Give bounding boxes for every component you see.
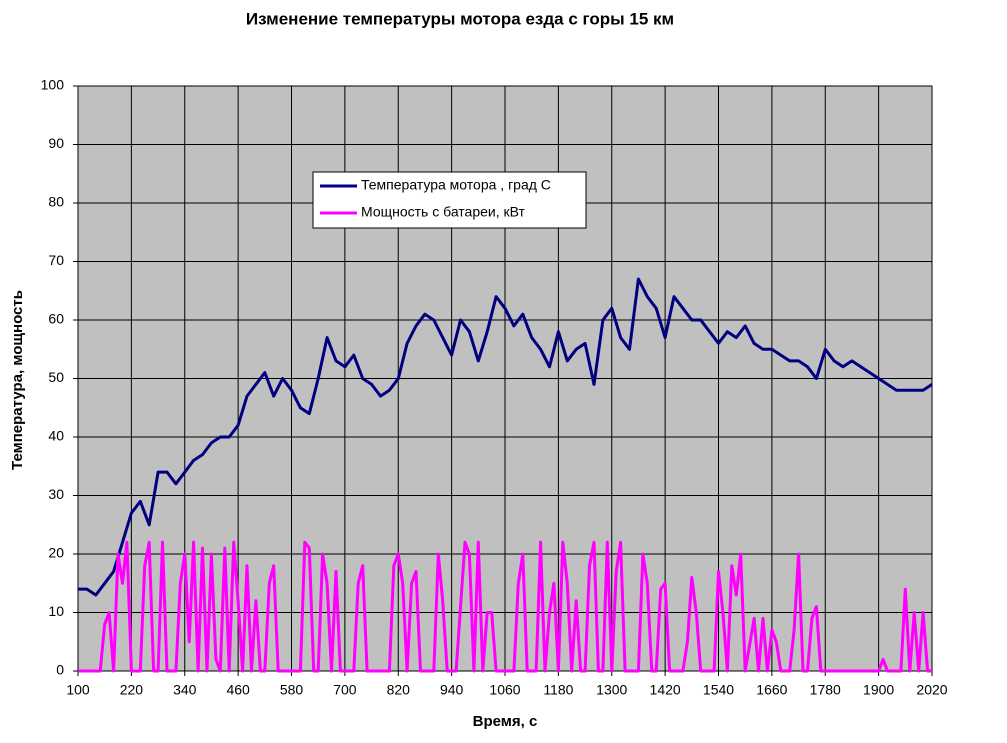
- x-tick-label: 1060: [489, 682, 520, 698]
- x-tick-label: 700: [333, 682, 357, 698]
- y-tick-label: 0: [56, 662, 64, 678]
- x-tick-label: 2020: [916, 682, 947, 698]
- y-tick-label: 100: [41, 77, 65, 93]
- x-tick-label: 1660: [756, 682, 787, 698]
- y-tick-label: 40: [48, 428, 64, 444]
- legend-label: Мощность с батареи, кВт: [361, 204, 526, 220]
- legend-box: [312, 171, 587, 229]
- y-tick-label: 90: [48, 135, 64, 151]
- y-tick-label: 50: [48, 369, 64, 385]
- y-axis-label: Температура, мощность: [9, 290, 26, 470]
- x-tick-label: 1900: [863, 682, 894, 698]
- y-tick-label: 30: [48, 486, 64, 502]
- y-tick-label: 20: [48, 545, 64, 561]
- x-tick-label: 1300: [596, 682, 627, 698]
- chart-title: Изменение температуры мотора езда с горы…: [246, 9, 674, 28]
- y-tick-label: 10: [48, 603, 64, 619]
- y-tick-label: 70: [48, 252, 64, 268]
- x-tick-label: 1540: [703, 682, 734, 698]
- data-line: [78, 540, 932, 673]
- x-tick-label: 1780: [810, 682, 841, 698]
- data-line: [78, 277, 933, 597]
- x-tick-label: 940: [440, 682, 464, 698]
- x-tick-label: 580: [280, 682, 304, 698]
- x-tick-label: 1180: [543, 682, 573, 698]
- legend-label: Температура мотора , град С: [361, 177, 551, 193]
- y-tick-label: 80: [48, 194, 64, 210]
- x-tick-label: 460: [226, 682, 250, 698]
- x-tick-label: 1420: [650, 682, 681, 698]
- y-tick-label: 60: [48, 311, 64, 327]
- x-tick-label: 220: [120, 682, 144, 698]
- x-tick-label: 820: [387, 682, 411, 698]
- x-axis-label: Время, с: [473, 713, 538, 730]
- x-tick-label: 100: [66, 682, 90, 698]
- x-tick-label: 340: [173, 682, 197, 698]
